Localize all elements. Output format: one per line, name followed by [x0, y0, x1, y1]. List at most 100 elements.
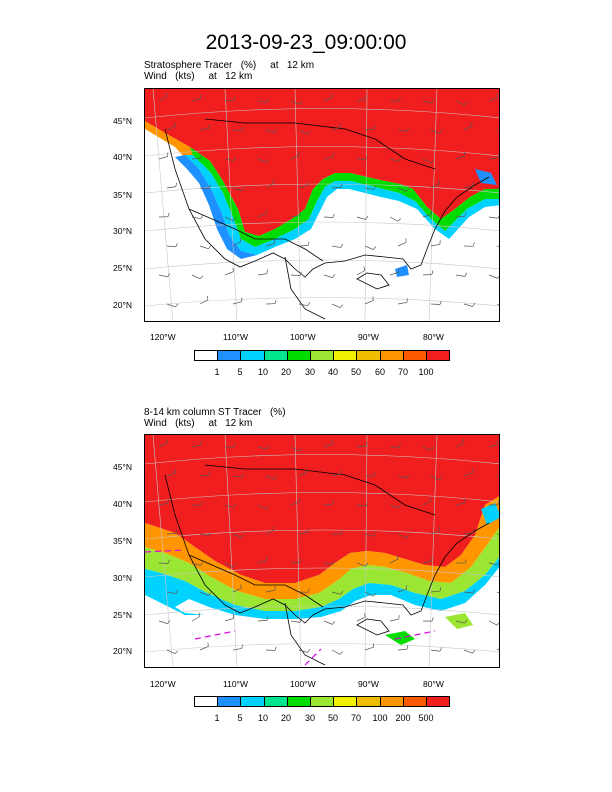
- wind-barb-flag: [266, 159, 270, 163]
- panel2-field-label: 8-14 km column ST Tracer (%): [144, 407, 286, 418]
- wind-barb-flag: [208, 124, 210, 129]
- colorbar-swatch: [426, 351, 450, 360]
- wind-barb-flag: [373, 185, 377, 190]
- wind-barb: [232, 533, 242, 538]
- wind-barb-flag: [471, 122, 473, 127]
- wind-barb-flag: [233, 96, 236, 101]
- panel1-colorbar-label: 60: [374, 367, 386, 377]
- wind-barb: [488, 562, 498, 566]
- wind-barb: [166, 245, 176, 248]
- wind-barb: [257, 504, 267, 510]
- wind-barb: [158, 156, 168, 160]
- wind-barb: [224, 271, 234, 276]
- wind-barb-flag: [265, 506, 270, 510]
- wind-barb-flag: [405, 535, 410, 539]
- wind-barb: [331, 187, 342, 189]
- wind-barb: [191, 216, 201, 220]
- wind-barb: [422, 158, 432, 164]
- wind-barb-flag: [332, 274, 336, 278]
- wind-barb: [224, 562, 234, 568]
- wind-barb-flag: [198, 612, 201, 617]
- wind-barb: [199, 128, 209, 131]
- wind-barb-flag: [206, 295, 209, 300]
- panel2-map: [144, 434, 500, 668]
- wind-barb-flag: [406, 645, 409, 650]
- wind-barb-flag: [406, 298, 408, 303]
- colorbar-swatch: [218, 351, 242, 360]
- wind-barb-flag: [307, 648, 311, 653]
- wind-barb: [389, 272, 399, 276]
- wind-barb-flag: [340, 590, 344, 595]
- panel2-lat-tick: 40°N: [113, 499, 132, 509]
- wind-barb-flag: [266, 616, 269, 621]
- wind-barb: [166, 533, 177, 535]
- wind-barb: [463, 649, 473, 654]
- wind-barb: [257, 559, 267, 564]
- wind-barb-flag: [472, 589, 475, 594]
- panel2-colorbar-label: 70: [350, 713, 362, 723]
- wind-barb-flag: [472, 302, 476, 307]
- wind-barb: [166, 591, 176, 594]
- wind-barb-flag: [266, 269, 268, 274]
- panel1-colorbar-label: 100: [418, 367, 434, 377]
- wind-barb: [455, 274, 465, 277]
- panel2-colorbar: [194, 696, 450, 707]
- wind-barb-flag: [332, 500, 335, 505]
- wind-barb: [298, 129, 308, 135]
- wind-barb-flag: [332, 560, 335, 565]
- wind-barb: [224, 504, 234, 508]
- wind-barb: [199, 474, 209, 477]
- wind-barb-flag: [462, 438, 465, 443]
- panel1-colorbar-label: 10: [257, 367, 269, 377]
- panel2-lon-tick: 90°W: [358, 679, 379, 689]
- wind-barb-flag: [439, 129, 443, 134]
- wind-barb-flag: [199, 275, 204, 280]
- wind-barb: [331, 649, 341, 655]
- wind-barb-flag: [365, 155, 368, 160]
- wind-barb: [158, 442, 168, 448]
- wind-barb: [455, 620, 465, 624]
- wind-barb: [257, 158, 267, 163]
- wind-barb-flag: [340, 243, 344, 248]
- wind-barb: [463, 303, 473, 307]
- wind-barb-flag: [233, 443, 236, 448]
- wind-barb-flag: [464, 212, 467, 217]
- wind-barb-flag: [472, 649, 476, 654]
- wind-barb: [290, 100, 300, 105]
- panel1-colorbar-label: 1: [214, 367, 220, 377]
- panel1-lon-tick: 110°W: [223, 332, 248, 342]
- panel1-lon-tick: 90°W: [358, 332, 379, 342]
- wind-barb-flag: [167, 620, 171, 624]
- wind-barb: [224, 618, 234, 622]
- wind-barb: [232, 241, 242, 247]
- wind-barb-flag: [239, 237, 242, 242]
- wind-barb: [224, 158, 234, 161]
- wind-barb: [232, 187, 242, 191]
- wind-barb: [290, 215, 300, 218]
- wind-barb: [430, 475, 440, 481]
- wind-barb-flag: [373, 246, 377, 250]
- wind-barb: [199, 591, 209, 596]
- wind-barb: [158, 274, 168, 278]
- wind-barb: [265, 589, 275, 593]
- wind-barb: [496, 475, 499, 477]
- panel2-lat-tick: 30°N: [113, 573, 132, 583]
- wind-barb: [298, 185, 308, 189]
- wind-barb-flag: [167, 212, 170, 217]
- wind-barb-flag: [398, 504, 402, 509]
- wind-barb: [496, 648, 499, 651]
- wind-barb-flag: [266, 445, 270, 450]
- wind-barb: [323, 443, 333, 448]
- colorbar-swatch: [195, 697, 219, 706]
- wind-barb-flag: [398, 97, 401, 102]
- panel1-colorbar-label: 40: [327, 367, 339, 377]
- wind-barb: [290, 620, 300, 623]
- wind-barb: [455, 502, 465, 506]
- wind-barb: [199, 245, 209, 250]
- wind-barb: [331, 126, 341, 131]
- wind-barb: [331, 591, 341, 595]
- wind-barb-flag: [406, 474, 410, 479]
- wind-barb: [232, 301, 242, 305]
- panel2-colorbar-label: 5: [237, 713, 243, 723]
- wind-barb-flag: [372, 593, 377, 597]
